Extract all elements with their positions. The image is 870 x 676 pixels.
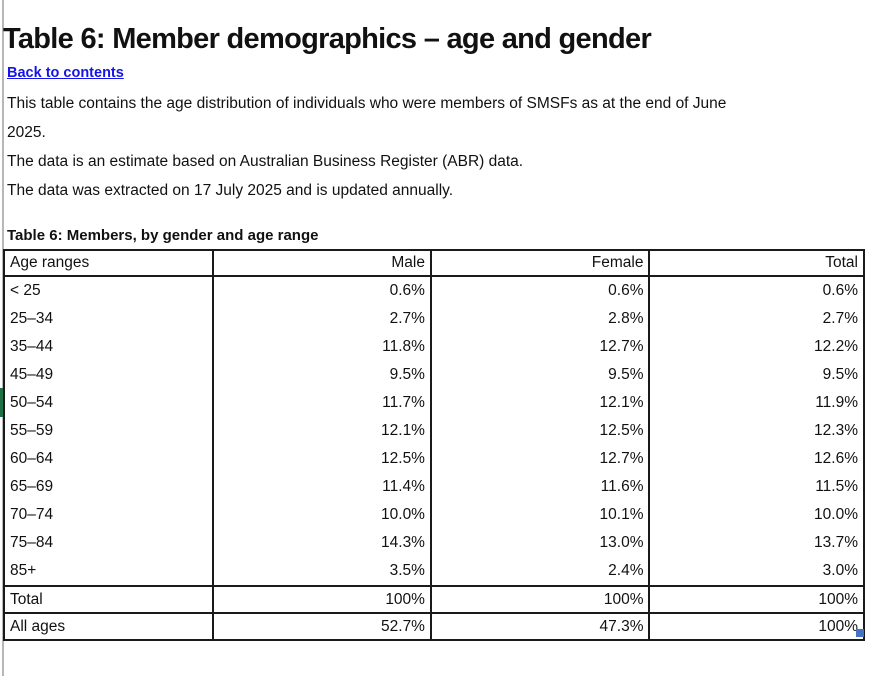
demographics-table: Age ranges Male Female Total < 25 0.6% 0.6…: [2, 249, 865, 641]
paragraph-line: The data is an estimate based on Austral…: [7, 153, 524, 170]
age-range-cell[interactable]: 50–54: [2, 389, 215, 417]
body-paragraph: The data is an estimate based on Austral…: [7, 147, 867, 176]
male-value-cell[interactable]: 11.4%: [212, 473, 432, 501]
table-row: < 25 0.6% 0.6% 0.6%: [2, 276, 865, 305]
total-value-cell[interactable]: 3.0%: [648, 557, 865, 586]
total-value-cell[interactable]: 9.5%: [648, 361, 865, 389]
total-value-cell[interactable]: 2.7%: [648, 305, 865, 333]
male-value-cell[interactable]: 3.5%: [212, 557, 432, 586]
age-range-cell[interactable]: Total: [2, 585, 215, 613]
table-row: 55–59 12.1% 12.5% 12.3%: [2, 417, 865, 445]
paragraph-line: The data was extracted on 17 July 2025 a…: [7, 182, 454, 199]
female-value-cell[interactable]: 12.1%: [429, 389, 651, 417]
total-value-cell[interactable]: 13.7%: [648, 529, 865, 557]
table-row: 45–49 9.5% 9.5% 9.5%: [2, 361, 865, 389]
table-row: 35–44 11.8% 12.7% 12.2%: [2, 333, 865, 361]
female-value-cell[interactable]: 47.3%: [429, 612, 651, 640]
age-range-cell[interactable]: 65–69: [2, 473, 215, 501]
table-row: 50–54 11.7% 12.1% 11.9%: [2, 389, 865, 417]
female-value-cell[interactable]: 100%: [429, 585, 651, 613]
table-row: 85+ 3.5% 2.4% 3.0%: [2, 557, 865, 586]
male-value-cell[interactable]: 12.1%: [212, 417, 432, 445]
table-row: 25–34 2.7% 2.8% 2.7%: [2, 305, 865, 333]
age-range-cell[interactable]: 55–59: [2, 417, 215, 445]
male-value-cell[interactable]: 14.3%: [212, 529, 432, 557]
total-value-cell[interactable]: 12.3%: [648, 417, 865, 445]
age-range-cell[interactable]: All ages: [2, 612, 215, 640]
male-value-cell[interactable]: 11.8%: [212, 333, 432, 361]
total-value-cell[interactable]: 100%: [648, 585, 865, 613]
female-value-cell[interactable]: 2.8%: [429, 305, 651, 333]
total-value-cell[interactable]: 10.0%: [648, 501, 865, 529]
column-header-male[interactable]: Male: [212, 250, 432, 277]
table-row: 65–69 11.4% 11.6% 11.5%: [2, 473, 865, 501]
age-range-cell[interactable]: 85+: [2, 557, 215, 586]
male-value-cell[interactable]: 52.7%: [212, 612, 432, 640]
age-range-cell[interactable]: 60–64: [2, 445, 215, 473]
female-value-cell[interactable]: 13.0%: [429, 529, 651, 557]
female-value-cell[interactable]: 9.5%: [429, 361, 651, 389]
female-value-cell[interactable]: 11.6%: [429, 473, 651, 501]
female-value-cell[interactable]: 10.1%: [429, 501, 651, 529]
female-value-cell[interactable]: 2.4%: [429, 557, 651, 586]
body-paragraph: The data was extracted on 17 July 2025 a…: [7, 176, 867, 205]
age-range-cell[interactable]: 75–84: [2, 529, 215, 557]
row-accent-mark: [0, 388, 5, 417]
male-value-cell[interactable]: 12.5%: [212, 445, 432, 473]
table-row: 75–84 14.3% 13.0% 13.7%: [2, 529, 865, 557]
paragraph-line: 2025.: [7, 124, 46, 141]
table-header-row: Age ranges Male Female Total: [2, 250, 865, 277]
total-value-cell[interactable]: 12.6%: [648, 445, 865, 473]
column-header-total[interactable]: Total: [648, 250, 865, 277]
selection-fill-handle[interactable]: [856, 629, 864, 637]
summary-row: Total 100% 100% 100%: [2, 585, 865, 613]
table-caption: Table 6: Members, by gender and age rang…: [7, 227, 319, 244]
total-value-cell[interactable]: 100%: [648, 612, 865, 640]
column-header-age-ranges[interactable]: Age ranges: [2, 250, 215, 277]
back-to-contents-link[interactable]: Back to contents: [7, 65, 124, 81]
male-value-cell[interactable]: 10.0%: [212, 501, 432, 529]
age-range-cell[interactable]: 45–49: [2, 361, 215, 389]
male-value-cell[interactable]: 2.7%: [212, 305, 432, 333]
female-value-cell[interactable]: 12.5%: [429, 417, 651, 445]
table-row: 60–64 12.5% 12.7% 12.6%: [2, 445, 865, 473]
document-body: Table 6: Member demographics – age and g…: [2, 0, 867, 641]
table-row: 70–74 10.0% 10.1% 10.0%: [2, 501, 865, 529]
page-title: Table 6: Member demographics – age and g…: [3, 23, 652, 55]
female-value-cell[interactable]: 0.6%: [429, 276, 651, 305]
age-range-cell[interactable]: 70–74: [2, 501, 215, 529]
male-value-cell[interactable]: 11.7%: [212, 389, 432, 417]
body-paragraph: This table contains the age distribution…: [7, 89, 867, 147]
total-value-cell[interactable]: 11.5%: [648, 473, 865, 501]
female-value-cell[interactable]: 12.7%: [429, 333, 651, 361]
age-range-cell[interactable]: 25–34: [2, 305, 215, 333]
summary-row: All ages 52.7% 47.3% 100%: [2, 612, 865, 640]
age-range-cell[interactable]: 35–44: [2, 333, 215, 361]
column-header-female[interactable]: Female: [429, 250, 651, 277]
intro-paragraphs: This table contains the age distribution…: [7, 89, 867, 205]
total-value-cell[interactable]: 0.6%: [648, 276, 865, 305]
female-value-cell[interactable]: 12.7%: [429, 445, 651, 473]
male-value-cell[interactable]: 0.6%: [212, 276, 432, 305]
male-value-cell[interactable]: 100%: [212, 585, 432, 613]
total-value-cell[interactable]: 12.2%: [648, 333, 865, 361]
total-value-cell[interactable]: 11.9%: [648, 389, 865, 417]
age-range-cell[interactable]: < 25: [2, 276, 215, 305]
paragraph-line: This table contains the age distribution…: [7, 95, 727, 112]
male-value-cell[interactable]: 9.5%: [212, 361, 432, 389]
